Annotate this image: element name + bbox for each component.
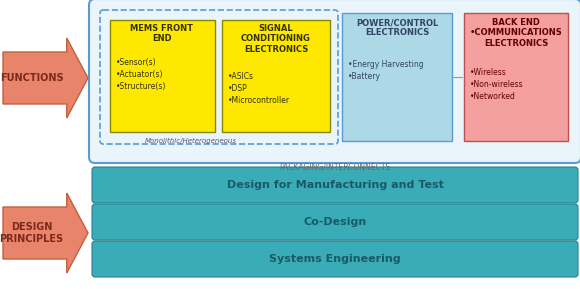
FancyBboxPatch shape — [92, 241, 578, 277]
Polygon shape — [3, 38, 88, 118]
Text: Co-Design: Co-Design — [303, 217, 367, 227]
FancyBboxPatch shape — [342, 13, 452, 141]
Text: •Sensor(s)
•Actuator(s)
•Structure(s): •Sensor(s) •Actuator(s) •Structure(s) — [116, 58, 166, 90]
Text: •Energy Harvesting
•Battery: •Energy Harvesting •Battery — [348, 60, 423, 81]
Text: BACK END
•COMMUNICATIONS
ELECTRONICS: BACK END •COMMUNICATIONS ELECTRONICS — [470, 18, 563, 48]
Text: Design for Manufacturing and Test: Design for Manufacturing and Test — [227, 180, 444, 190]
Text: SIGNAL
CONDITIONING
ELECTRONICS: SIGNAL CONDITIONING ELECTRONICS — [241, 24, 311, 54]
FancyBboxPatch shape — [222, 20, 330, 132]
FancyBboxPatch shape — [110, 20, 215, 132]
FancyBboxPatch shape — [92, 204, 578, 240]
Text: PACKAGING/INTERCONNECTS: PACKAGING/INTERCONNECTS — [280, 162, 390, 171]
Text: DESIGN
PRINCIPLES: DESIGN PRINCIPLES — [0, 222, 64, 244]
Text: Systems Engineering: Systems Engineering — [269, 254, 401, 264]
Text: •ASICs
•DSP
•Microcontroller: •ASICs •DSP •Microcontroller — [228, 72, 290, 105]
Text: •Wireless
•Non-wireless
•Networked: •Wireless •Non-wireless •Networked — [470, 68, 524, 101]
FancyBboxPatch shape — [89, 0, 580, 163]
Text: MEMS FRONT
END: MEMS FRONT END — [130, 24, 194, 43]
FancyBboxPatch shape — [464, 13, 568, 141]
Text: Monolithic/Heterogeneous: Monolithic/Heterogeneous — [145, 138, 237, 144]
Text: POWER/CONTROL
ELECTRONICS: POWER/CONTROL ELECTRONICS — [356, 18, 438, 37]
Polygon shape — [3, 193, 88, 273]
Text: FUNCTIONS: FUNCTIONS — [0, 73, 63, 83]
FancyBboxPatch shape — [92, 167, 578, 203]
